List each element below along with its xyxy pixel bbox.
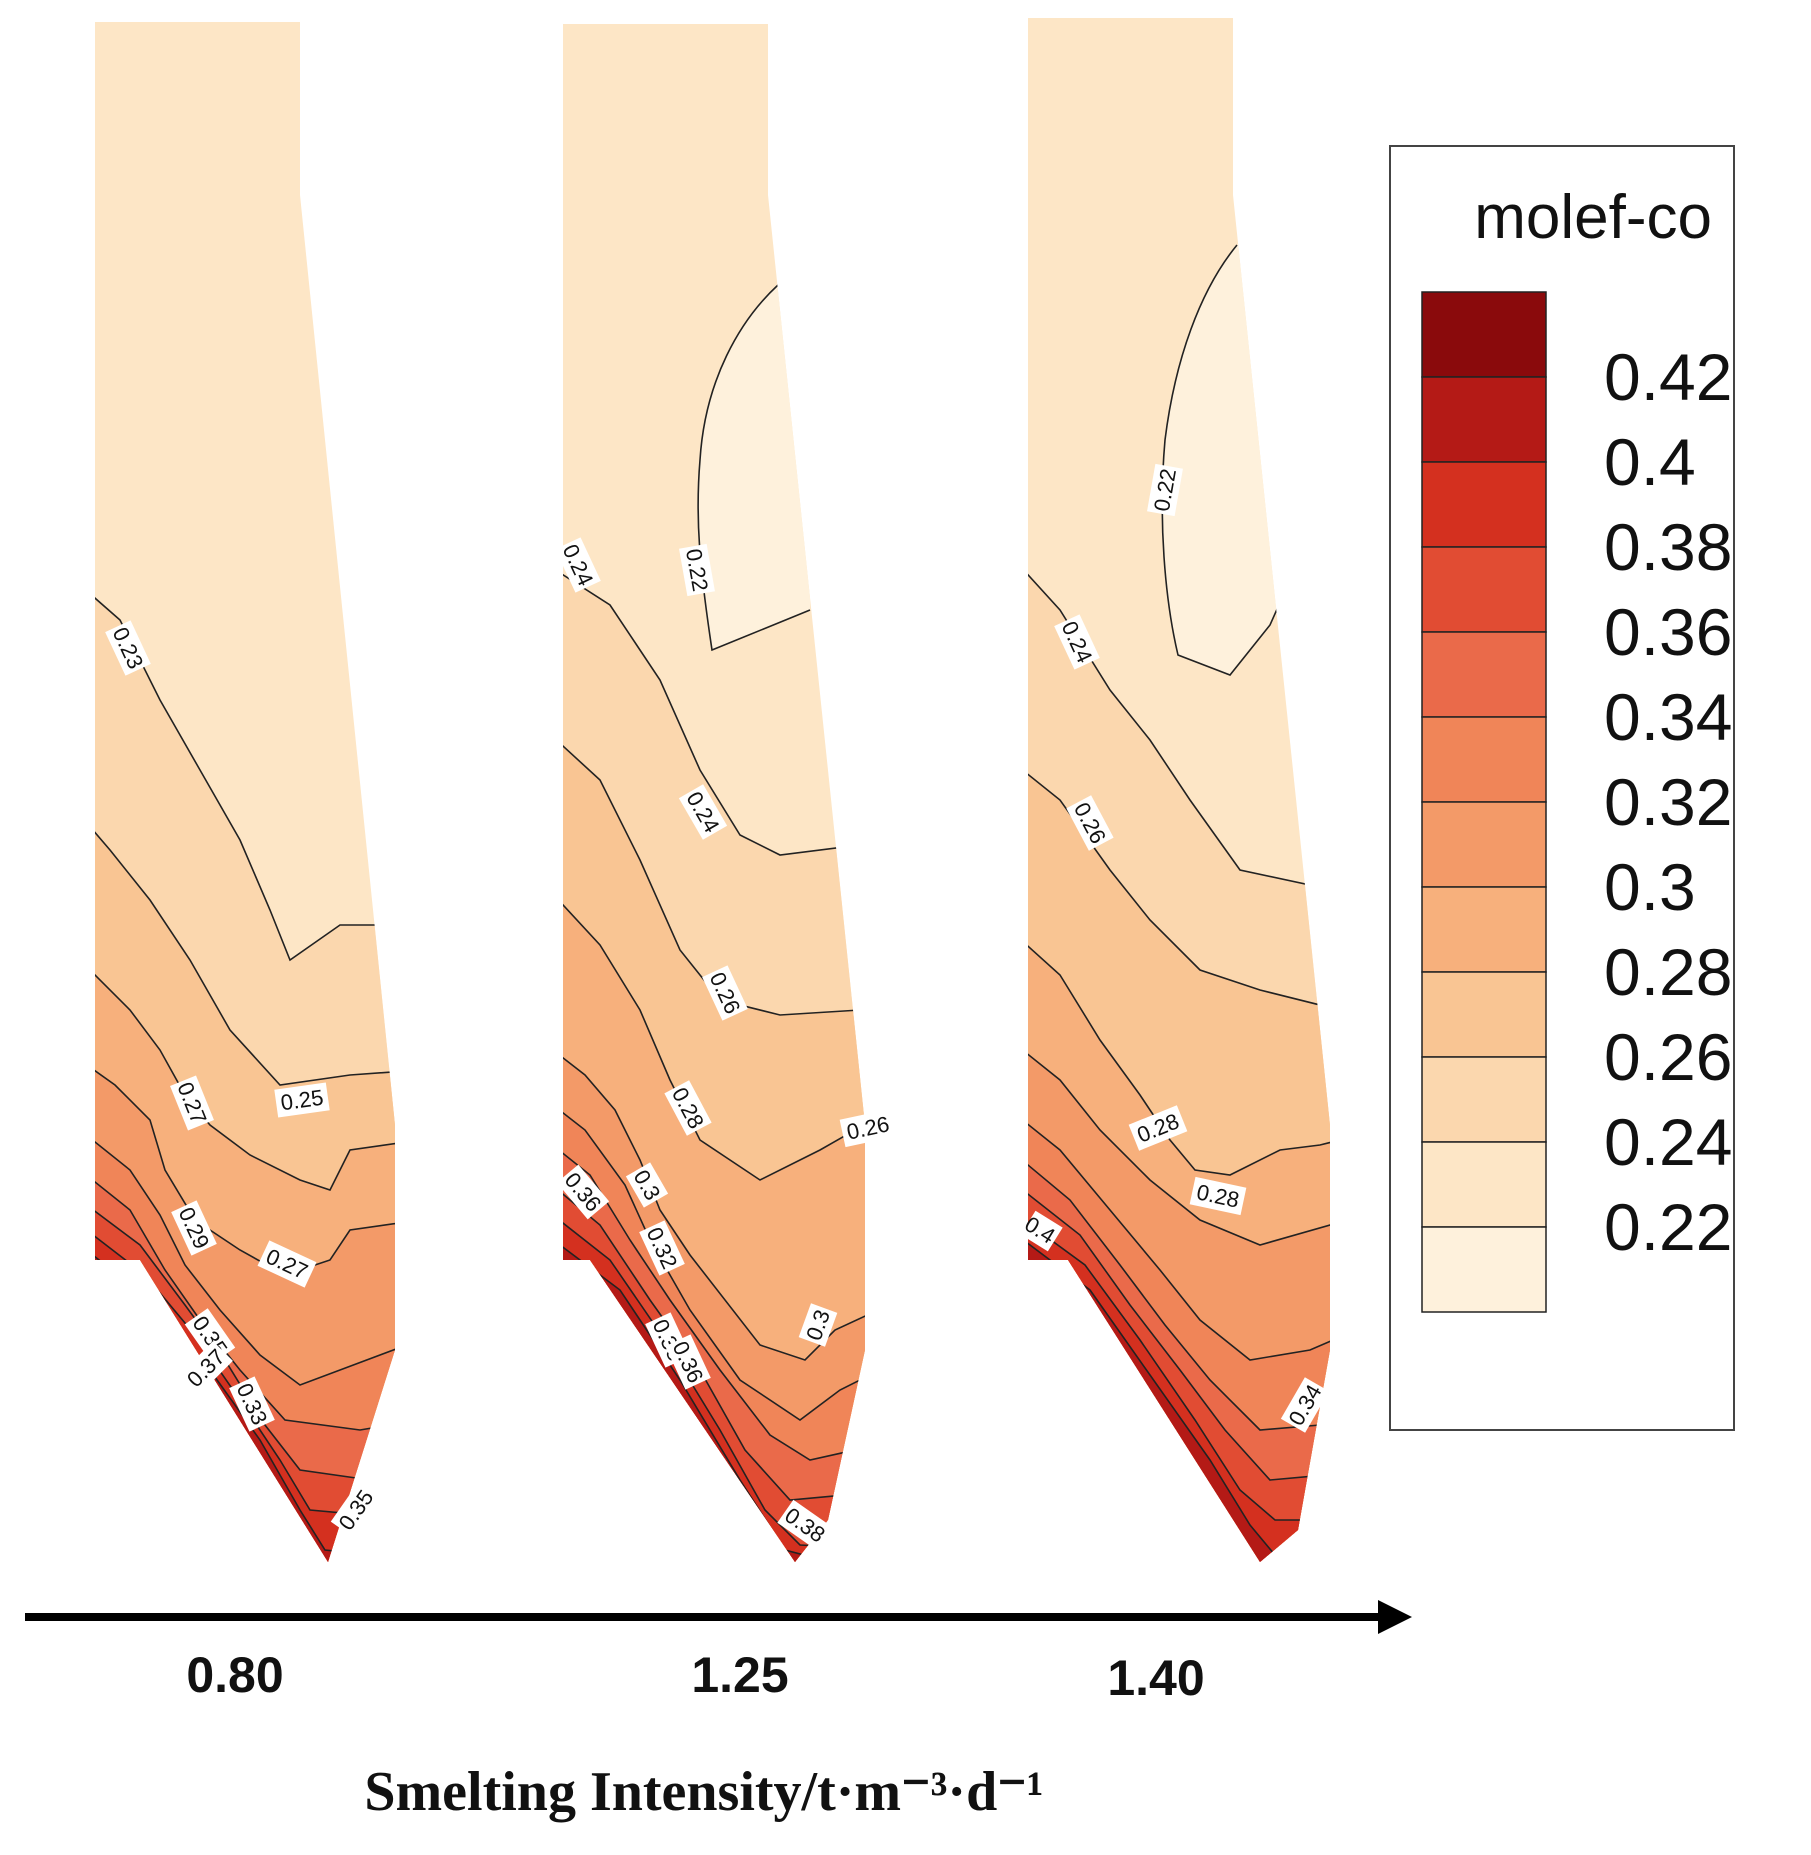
colorbar-swatch <box>1421 291 1547 378</box>
contour-line-0-29 <box>95 1129 395 1386</box>
contour-line-2-34 <box>1028 1149 1330 1431</box>
colorbar-swatch <box>1421 1141 1547 1228</box>
colorbar-tick-label: 0.4 <box>1604 425 1696 499</box>
contour-label: 0.25 <box>279 1085 325 1116</box>
contour-line-2-36 <box>1028 1179 1330 1481</box>
colorbar-tick-label: 0.3 <box>1604 850 1696 924</box>
contour-line-2-30 <box>1028 1039 1330 1246</box>
contour-line-1-24b <box>563 724 865 1016</box>
contour-line-1-32 <box>563 1134 865 1461</box>
colorbar-tick-label: 0.42 <box>1604 340 1732 414</box>
contour-panel-1-40: 0.22 0.24 0.26 0.28 0.28 0.4 0.34 <box>1020 18 1330 1562</box>
colorbar-swatch <box>1421 546 1547 633</box>
contour-line-2-32 <box>1028 1109 1330 1361</box>
colorbar-tick-label: 0.26 <box>1604 1020 1732 1094</box>
colorbar-swatch <box>1421 376 1547 463</box>
legend: molef-co 0.420.40.380.360.340.320.30.280… <box>1389 145 1735 1431</box>
colorbar-swatch <box>1421 886 1547 973</box>
contour-panel-0-80: 0.23 0.25 0.27 0.27 0.29 0.35 0.37 0.33 … <box>95 22 395 1562</box>
contour-bands-panel-2 <box>563 24 865 1562</box>
x-tick-label: 1.40 <box>1107 1650 1204 1706</box>
colorbar-tick-label: 0.32 <box>1604 765 1732 839</box>
contour-line-0-27b <box>95 1059 395 1276</box>
contour-line-0-27a <box>95 959 395 1191</box>
contour-panel-1-25: 0.24 0.22 0.24 0.26 0.28 0.26 0.36 0.3 0… <box>555 24 897 1562</box>
colorbar-swatch <box>1421 971 1547 1058</box>
colorbar-swatch <box>1421 631 1547 718</box>
colorbar-swatch <box>1421 1226 1547 1313</box>
colorbar-swatch <box>1421 461 1547 548</box>
colorbar-tick-label: 0.28 <box>1604 935 1732 1009</box>
x-tick-label: 0.80 <box>186 1647 283 1703</box>
x-axis-title: Smelting Intensity/t·m⁻³·d⁻¹ <box>364 1761 1043 1823</box>
colorbar-swatch <box>1421 1056 1547 1143</box>
x-tick-label: 1.25 <box>691 1647 788 1703</box>
legend-title: molef-co <box>1474 183 1712 252</box>
contour-line-1-36 <box>563 1204 865 1551</box>
colorbar-swatch <box>1421 801 1547 888</box>
contour-line-1-30 <box>563 1094 865 1421</box>
contour-line-2-28a <box>1028 929 1330 1176</box>
colorbar-tick-label: 0.24 <box>1604 1105 1732 1179</box>
contour-bands-panel-1 <box>95 22 395 1562</box>
contour-line-2-22 <box>1161 244 1291 676</box>
contour-bands-panel-3 <box>1028 18 1330 1562</box>
contour-line-1-28 <box>563 1039 865 1361</box>
colorbar-swatch <box>1421 716 1547 803</box>
contour-line-2-38 <box>1028 1209 1330 1521</box>
colorbar-tick-label: 0.38 <box>1604 510 1732 584</box>
colorbar: 0.42 0.4 0.38 0.36 0.34 0.32 0.3 0.28 0.26 0.24 0.… <box>1421 291 1732 1313</box>
colorbar-tick-label: 0.34 <box>1604 680 1732 754</box>
x-axis: 0.80 1.25 1.40 Smelting Intensity/t·m⁻³·… <box>25 1600 1412 1823</box>
x-axis-arrow-icon <box>1378 1600 1412 1634</box>
colorbar-tick-label: 0.36 <box>1604 595 1732 669</box>
colorbar-tick-label: 0.22 <box>1604 1190 1732 1264</box>
contour-line-0-25 <box>95 814 395 1086</box>
